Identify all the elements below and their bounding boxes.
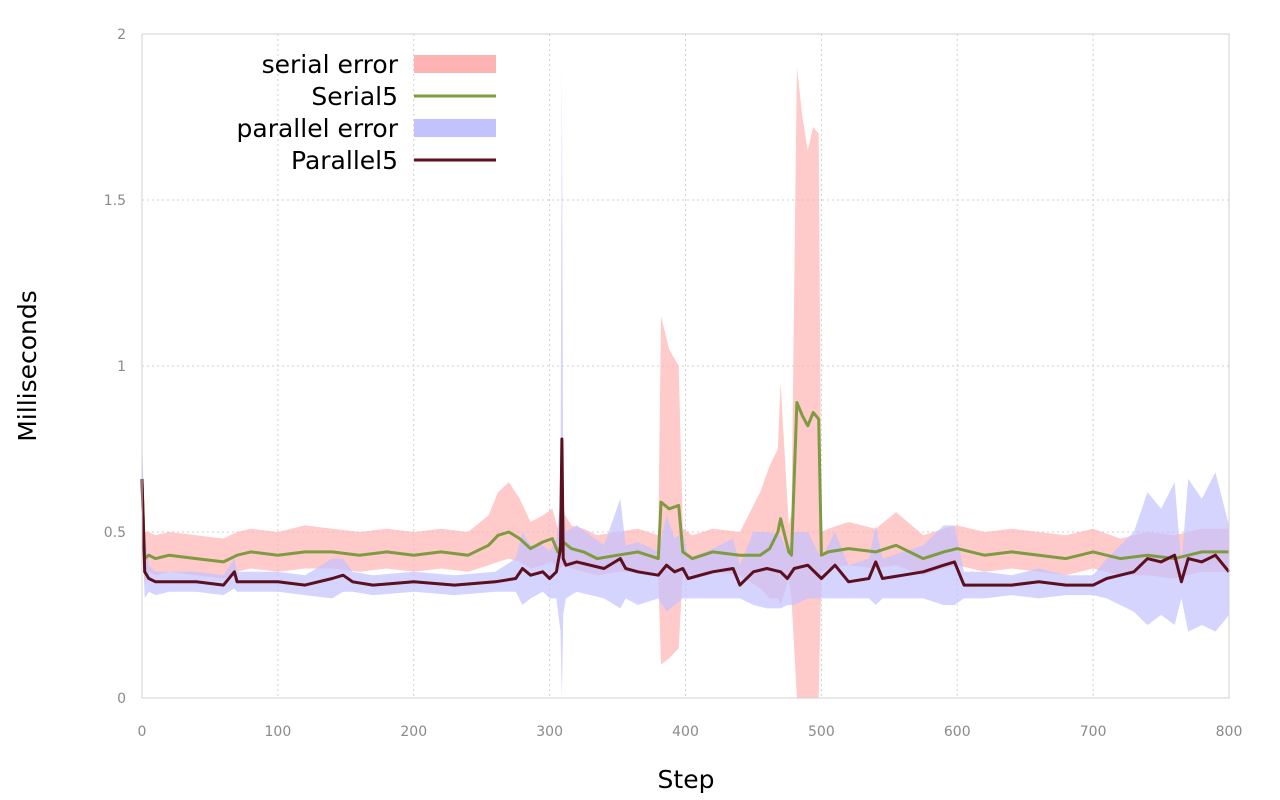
error-bands xyxy=(142,67,1229,698)
x-tick-label: 400 xyxy=(672,724,699,740)
plot-frame xyxy=(141,33,1230,699)
legend: serial error Serial5 parallel error Paralle… xyxy=(237,50,496,175)
y-axis-ticks: 0 0.5 1 1.5 2 xyxy=(104,27,126,707)
legend-label: Parallel5 xyxy=(291,146,398,175)
x-tick-label: 800 xyxy=(1216,724,1243,740)
y-tick-label: 0 xyxy=(117,691,126,707)
y-axis-title: Milliseconds xyxy=(13,290,42,442)
x-tick-label: 0 xyxy=(138,724,147,740)
x-tick-label: 600 xyxy=(944,724,971,740)
legend-swatch-band xyxy=(414,55,496,73)
series-line-0 xyxy=(140,401,1229,564)
y-tick-label: 1.5 xyxy=(104,193,126,209)
x-axis-title: Step xyxy=(658,765,715,794)
series-lines xyxy=(140,401,1231,587)
y-tick-label: 2 xyxy=(117,27,126,43)
legend-label: parallel error xyxy=(237,114,399,143)
error-band-1 xyxy=(142,67,1229,698)
legend-label: serial error xyxy=(262,50,399,79)
legend-label: Serial5 xyxy=(311,82,398,111)
y-tick-label: 1 xyxy=(117,359,126,375)
x-tick-label: 100 xyxy=(265,724,292,740)
y-tick-label: 0.5 xyxy=(104,525,126,541)
legend-swatch-band xyxy=(414,119,496,137)
x-tick-label: 500 xyxy=(808,724,835,740)
series-line-1 xyxy=(140,437,1231,587)
x-tick-label: 200 xyxy=(400,724,427,740)
x-axis-ticks: 0 100 200 300 400 500 600 700 800 xyxy=(138,724,1243,740)
x-tick-label: 700 xyxy=(1080,724,1107,740)
x-tick-label: 300 xyxy=(536,724,563,740)
